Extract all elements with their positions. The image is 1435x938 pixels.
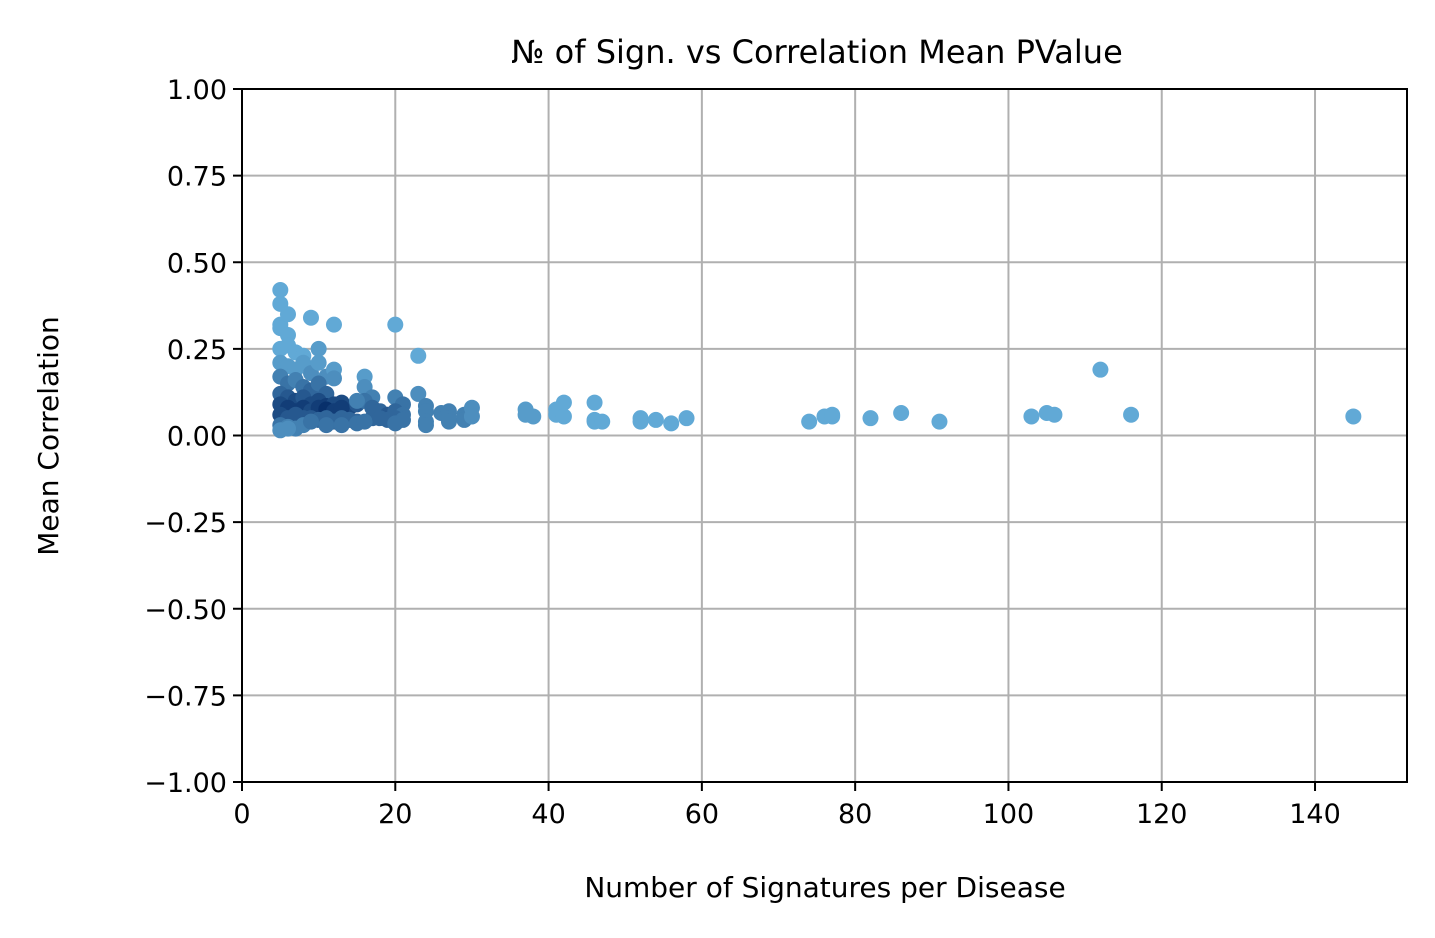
data-point (893, 404, 910, 421)
y-tick-label: 0.75 (167, 162, 227, 193)
data-point (279, 306, 296, 323)
data-point (325, 370, 342, 387)
data-point (678, 410, 695, 427)
data-point (647, 411, 664, 428)
y-tick-label: −0.50 (144, 595, 227, 626)
data-point (302, 309, 319, 326)
x-axis-ticks: 0 20 40 60 80 100 120 140 (233, 782, 1341, 830)
data-point (333, 417, 350, 434)
x-tick-label: 100 (983, 799, 1035, 830)
data-point (302, 413, 319, 430)
data-point (310, 354, 327, 371)
y-tick-label: −1.00 (144, 768, 227, 799)
y-tick-label: −0.75 (144, 681, 227, 712)
data-point (440, 413, 457, 430)
data-point (824, 408, 841, 425)
data-point (586, 394, 603, 411)
data-point (410, 385, 427, 402)
x-tick-label: 60 (685, 799, 719, 830)
data-point (525, 408, 542, 425)
x-tick-label: 0 (233, 799, 250, 830)
y-tick-label: 0.50 (167, 248, 227, 279)
y-axis-ticks: 1.00 0.75 0.50 0.25 0.00 −0.25 −0.50 −0.75 −1.00 (144, 75, 242, 799)
data-point (555, 394, 572, 411)
data-point (387, 316, 404, 333)
data-point (1345, 408, 1362, 425)
data-point (931, 413, 948, 430)
data-point (310, 340, 327, 357)
x-tick-label: 80 (838, 799, 872, 830)
data-point (555, 408, 572, 425)
data-point (356, 413, 373, 430)
x-tick-label: 120 (1136, 799, 1188, 830)
data-point (410, 347, 427, 364)
x-tick-label: 20 (378, 799, 412, 830)
data-point (1092, 361, 1109, 378)
x-axis-label: Number of Signatures per Disease (584, 871, 1065, 904)
data-point (632, 413, 649, 430)
data-point (801, 413, 818, 430)
y-tick-label: 0.25 (167, 335, 227, 366)
x-tick-label: 140 (1289, 799, 1341, 830)
chart-title: № of Sign. vs Correlation Mean PValue (511, 33, 1123, 71)
data-points (272, 281, 1362, 439)
y-tick-label: −0.25 (144, 508, 227, 539)
data-point (1046, 406, 1063, 423)
data-point (279, 420, 296, 437)
data-point (663, 415, 680, 432)
data-point (272, 281, 289, 298)
y-tick-label: 0.00 (167, 422, 227, 453)
x-tick-label: 40 (531, 799, 565, 830)
data-point (417, 417, 434, 434)
grid-lines (241, 88, 1407, 783)
data-point (1023, 408, 1040, 425)
data-point (862, 410, 879, 427)
data-point (325, 316, 342, 333)
data-point (594, 413, 611, 430)
data-point (463, 408, 480, 425)
data-point (1123, 406, 1140, 423)
data-point (387, 415, 404, 432)
data-point (318, 417, 335, 434)
data-point (348, 392, 365, 409)
y-tick-label: 1.00 (167, 75, 227, 106)
y-axis-label: Mean Correlation (32, 316, 65, 556)
